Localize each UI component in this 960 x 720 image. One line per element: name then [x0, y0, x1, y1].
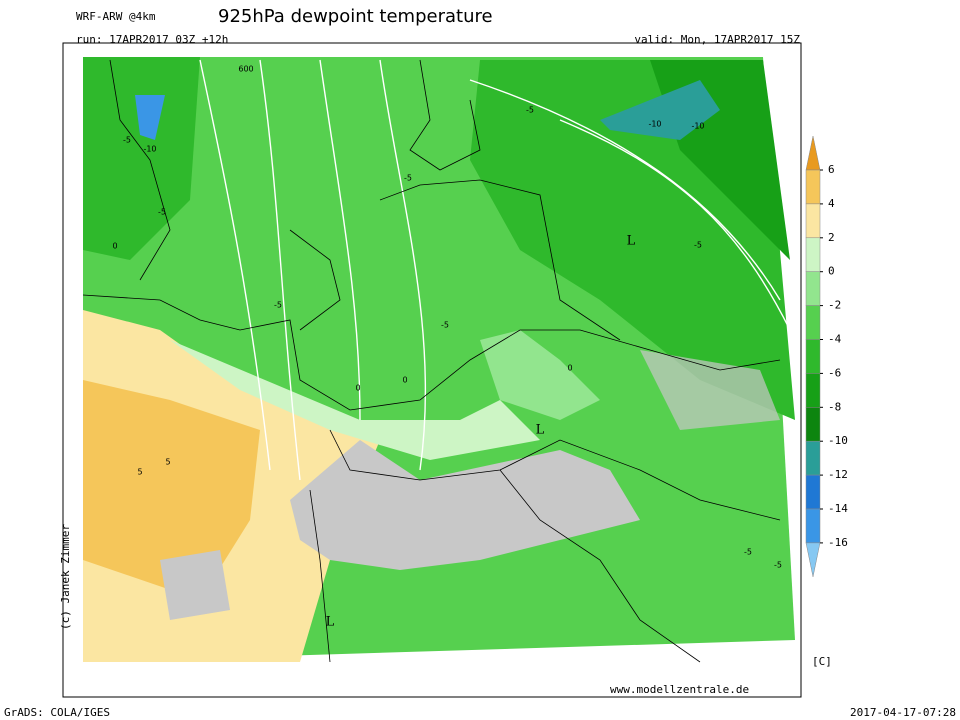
map-blue-area	[135, 95, 165, 140]
contour-label: -5	[694, 241, 702, 250]
colorbar-segment	[805, 271, 821, 306]
contour-label: 600	[238, 65, 253, 74]
contour-label: -5	[274, 301, 282, 310]
colorbar-label: 4	[828, 197, 835, 210]
contour-label: 5	[165, 458, 170, 467]
colorbar-label: -2	[828, 299, 841, 312]
contour-label: 0	[402, 376, 407, 385]
run-info: run: 17APR2017 03Z +12h	[76, 33, 228, 46]
contour-line	[379, 59, 427, 471]
colorbar-segment	[805, 440, 821, 476]
border-line	[499, 469, 701, 663]
contour-label: -5	[158, 208, 166, 217]
colorbar-segment	[805, 135, 821, 171]
colorbar-segment	[805, 169, 821, 205]
colorbar-segment	[805, 508, 821, 544]
low-marker: L	[536, 423, 545, 438]
contours	[199, 59, 791, 481]
chart-title: 925hPa dewpoint temperature	[218, 6, 493, 27]
colorbar-segment	[805, 542, 821, 577]
low-marker: L	[627, 234, 636, 249]
colorbar-label: -8	[828, 400, 841, 413]
colorbar-segment	[805, 373, 821, 408]
contour-line	[199, 59, 271, 471]
low-marker: L	[326, 615, 335, 630]
contour-label: 0	[567, 364, 572, 373]
contour-label: -5	[526, 106, 534, 115]
contour-label: 0	[355, 384, 360, 393]
colorbar-segment	[805, 339, 821, 374]
colorbar-label: -12	[828, 468, 848, 481]
map-dark-area	[83, 57, 200, 260]
colorbar-label: -16	[828, 536, 848, 549]
map-yellow-area	[83, 380, 260, 600]
colorbar-label: 6	[828, 163, 835, 176]
colorbar-label: -10	[828, 434, 848, 447]
colorbar-segment	[805, 237, 821, 272]
map-light-area	[480, 330, 600, 420]
software: GrADS: COLA/IGES	[4, 706, 110, 719]
site: www.modellzentrale.de	[610, 683, 749, 696]
map-teal-area	[600, 80, 720, 140]
colorbar-label: -4	[828, 333, 842, 346]
border-line	[379, 179, 621, 341]
valid-info: valid: Mon, 17APR2017 15Z	[634, 33, 800, 46]
border-line	[82, 294, 781, 411]
map-grey-area	[290, 440, 640, 570]
colorbar-label: 0	[828, 265, 835, 278]
colorbar-segment	[805, 305, 821, 340]
colorbar-label: 2	[828, 231, 835, 244]
map	[82, 57, 795, 663]
timestamp: 2017-04-17-07:28	[850, 706, 956, 719]
map-grey-area	[160, 550, 230, 620]
contour-label: -10	[648, 120, 661, 129]
colorbar-segment	[805, 203, 821, 239]
contour-label: -5	[441, 321, 449, 330]
contour-label: 5	[137, 468, 142, 477]
contour-label: -5	[774, 561, 782, 570]
unit-label: [C]	[812, 655, 832, 668]
border-line	[109, 59, 171, 281]
copyright: (c) Janek Zimmer	[59, 524, 72, 630]
contour-line	[259, 59, 301, 481]
colorbar-segment	[805, 407, 821, 442]
model-name: WRF-ARW @4km	[76, 10, 156, 23]
colorbar-label: -6	[828, 366, 841, 379]
contour-line	[469, 79, 781, 301]
contour-label: -5	[744, 548, 752, 557]
border-line	[289, 229, 341, 331]
border-line	[329, 429, 781, 521]
borders	[82, 59, 781, 663]
contour-line	[559, 119, 791, 331]
contour-label: -10	[691, 122, 704, 131]
contour-label: 0	[112, 242, 117, 251]
colorbar-label: -14	[828, 502, 848, 515]
map-pale-area	[170, 340, 540, 460]
border-line	[309, 489, 331, 663]
contour-label: -5	[404, 174, 412, 183]
colorbar-segment	[805, 474, 821, 510]
contour-label: -5	[123, 136, 131, 145]
outer-frame	[62, 42, 802, 698]
map-grey-area	[640, 350, 780, 430]
contour-line	[319, 59, 361, 421]
contour-label: -10	[143, 145, 156, 154]
border-line	[409, 59, 481, 171]
